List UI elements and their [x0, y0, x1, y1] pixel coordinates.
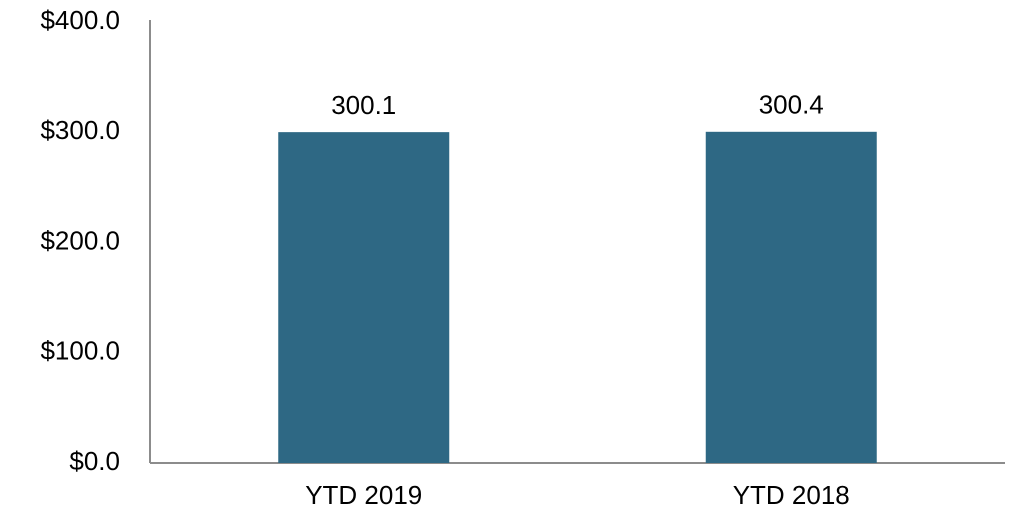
x-tick-label: YTD 2018: [733, 480, 850, 510]
y-tick-label: $400.0: [40, 5, 120, 35]
y-tick-label: $0.0: [69, 446, 120, 476]
y-tick-label: $100.0: [40, 336, 120, 366]
value-label: 300.1: [331, 90, 396, 120]
value-label: 300.4: [759, 90, 824, 120]
bar: [705, 131, 877, 463]
x-tick-label: YTD 2019: [305, 480, 422, 510]
bar: [278, 132, 450, 463]
y-tick-label: $200.0: [40, 225, 120, 255]
y-tick-label: $300.0: [40, 115, 120, 145]
